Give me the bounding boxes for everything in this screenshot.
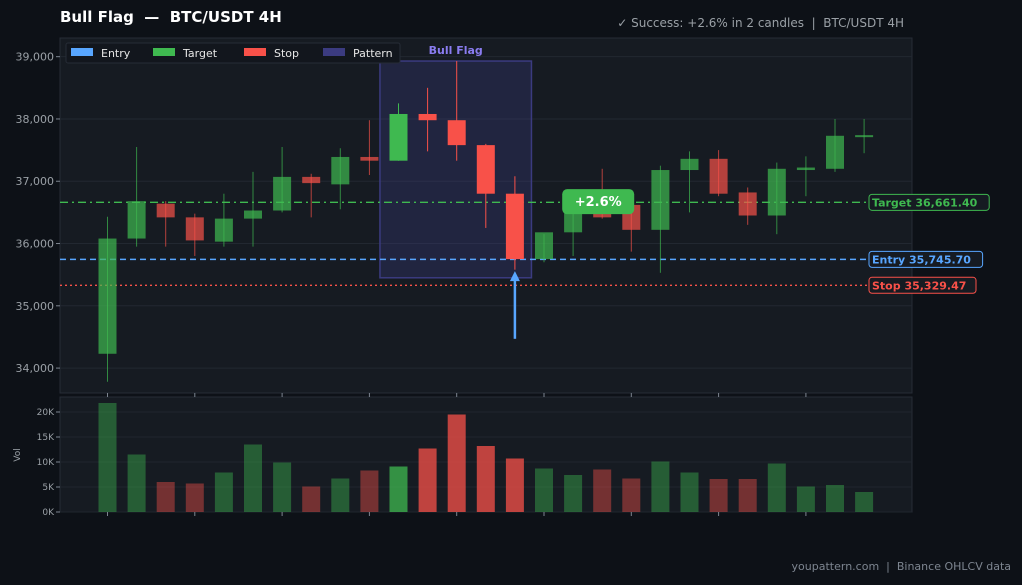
entry-level-label: Entry 35,745.70: [868, 250, 984, 268]
volume-bar: [389, 466, 408, 512]
price-tick-label: 39,000: [16, 51, 55, 64]
volume-bar: [535, 468, 553, 512]
volume-bar: [505, 458, 524, 512]
candle-body: [273, 176, 292, 211]
footer-credit: youpattern.com | Binance OHLCV data: [791, 560, 1011, 573]
entry-arrow-icon: [509, 271, 520, 339]
volume-tick-label: 0K: [42, 508, 55, 518]
candle-body: [185, 217, 204, 241]
candle-body: [680, 158, 699, 171]
volume-tick-label: 20K: [37, 408, 55, 418]
volume-tick-label: 15K: [37, 433, 55, 443]
svg-text:+2.6%: +2.6%: [575, 195, 622, 210]
volume-axis-label: Vol: [13, 448, 23, 461]
gain-annotation: +2.6%: [562, 189, 635, 215]
candle-body: [98, 238, 117, 354]
price-tick-label: 35,000: [16, 300, 55, 313]
candle-body: [535, 232, 553, 260]
volume-bar: [593, 469, 612, 512]
price-tick-label: 36,000: [16, 238, 55, 251]
candle-body: [127, 201, 146, 239]
status-text: ✓ Success: +2.6% in 2 candles | BTC/USDT…: [617, 16, 904, 30]
candle-body: [826, 135, 844, 169]
candle-body: [796, 167, 815, 171]
volume-bar: [738, 479, 757, 512]
volume-bar: [855, 492, 874, 512]
candle-body: [855, 135, 874, 138]
price-tick-label: 37,000: [16, 175, 55, 188]
candle-body: [418, 113, 437, 121]
svg-text:Stop 35,329.47: Stop 35,329.47: [872, 279, 966, 292]
chart-title: Bull Flag — BTC/USDT 4H: [60, 8, 282, 26]
volume-bar: [476, 446, 495, 512]
volume-bar: [98, 403, 117, 512]
volume-bar: [767, 463, 786, 512]
volume-bar: [360, 470, 379, 512]
candle-body: [447, 120, 466, 146]
volume-bar: [564, 475, 583, 512]
candle-body: [651, 170, 670, 230]
volume-bar: [651, 461, 670, 512]
svg-text:Pattern: Pattern: [353, 47, 393, 60]
candle-body: [476, 145, 495, 194]
legend-item-entry: Entry: [71, 47, 131, 60]
svg-text:Entry: Entry: [101, 47, 131, 60]
volume-bar: [185, 483, 204, 512]
chart-legend: Entry Target Stop Pattern: [65, 42, 401, 64]
legend-item-stop: Stop: [244, 47, 299, 60]
pattern-label: Bull Flag: [429, 44, 483, 57]
legend-item-target: Target: [153, 47, 218, 60]
candle-body: [331, 156, 350, 185]
volume-bar: [156, 482, 175, 512]
volume-bar: [796, 486, 815, 512]
volume-bar: [127, 454, 146, 512]
svg-text:Entry 35,745.70: Entry 35,745.70: [872, 253, 971, 266]
candle-body: [709, 158, 728, 194]
pattern-box: [379, 60, 533, 279]
volume-bar: [302, 486, 321, 512]
volume-tick-label: 10K: [37, 458, 55, 468]
price-tick-label: 38,000: [16, 113, 55, 126]
volume-bar: [273, 462, 292, 512]
volume-tick-label: 5K: [42, 483, 55, 493]
svg-text:Target: Target: [182, 47, 218, 60]
volume-bar: [244, 444, 262, 512]
legend-item-pattern: Pattern: [323, 47, 393, 60]
candle-body: [767, 168, 786, 216]
candle-body: [505, 193, 524, 260]
volume-bar: [826, 485, 844, 512]
candle-body: [738, 192, 757, 216]
stop-level-label: Stop 35,329.47: [868, 276, 977, 294]
volume-bar: [447, 414, 466, 512]
candle-body: [360, 156, 379, 161]
volume-bar: [709, 479, 728, 512]
volume-bar: [418, 448, 437, 512]
price-tick-label: 34,000: [16, 362, 55, 375]
candle-body: [156, 203, 175, 218]
candle-body: [389, 113, 408, 161]
volume-bar: [680, 472, 699, 512]
target-level-label: Target 36,661.40: [868, 193, 990, 211]
volume-bar: [214, 472, 233, 512]
volume-bar: [331, 478, 350, 512]
candle-body: [214, 218, 233, 242]
candle-body: [302, 176, 321, 184]
candle-body: [244, 210, 262, 219]
volume-bar: [622, 478, 641, 512]
svg-text:Target 36,661.40: Target 36,661.40: [872, 196, 978, 209]
svg-text:Stop: Stop: [274, 47, 299, 60]
